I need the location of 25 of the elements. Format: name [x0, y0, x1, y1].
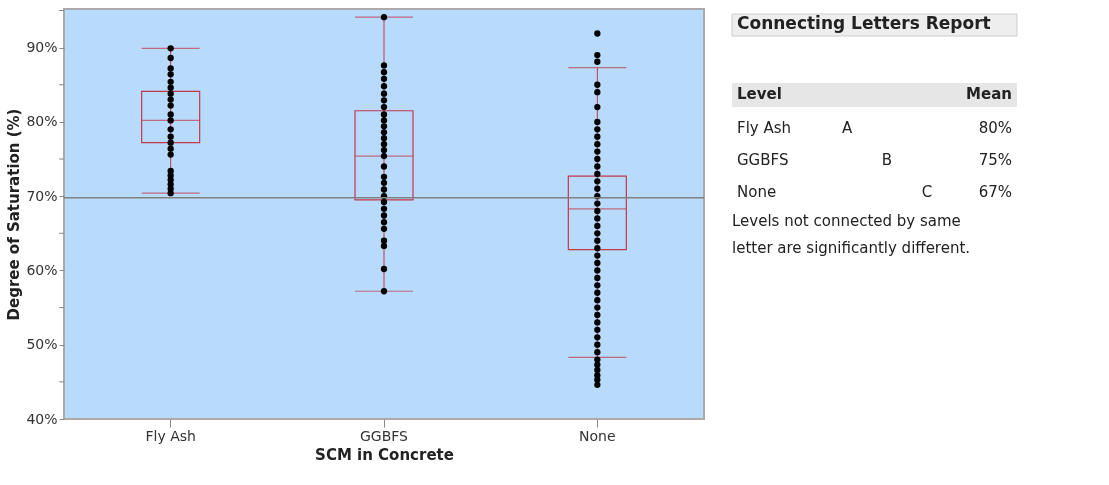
- y-tick-label: 90%: [26, 39, 58, 56]
- x-tick-label: None: [579, 427, 616, 444]
- text: 80%: [978, 119, 1012, 137]
- text: Levels not connected by same: [732, 212, 961, 230]
- x-axis-title: SCM in Concrete: [315, 445, 454, 464]
- x-tick-label: Fly Ash: [145, 427, 196, 444]
- text: Level: [737, 85, 782, 103]
- text: Mean: [966, 85, 1012, 103]
- text: Fly Ash: [737, 119, 792, 137]
- y-tick-label: 70%: [26, 187, 58, 204]
- y-tick-label: 40%: [26, 410, 58, 427]
- text: A: [841, 119, 853, 137]
- x-tick-label: GGBFS: [360, 427, 409, 444]
- text: C: [921, 183, 933, 201]
- text: GGBFS: [737, 151, 789, 169]
- y-tick-label: 80%: [26, 113, 58, 130]
- text: 75%: [978, 151, 1012, 169]
- y-tick-label: 50%: [26, 336, 58, 353]
- text: 67%: [978, 183, 1012, 201]
- text: None: [737, 183, 777, 201]
- y-tick-label: 60%: [26, 261, 58, 278]
- text: Connecting Letters Report: [737, 13, 991, 33]
- text: letter are significantly different.: [732, 239, 971, 257]
- y-axis-title: Degree of Saturation (%): [5, 108, 24, 321]
- text: B: [881, 151, 893, 169]
